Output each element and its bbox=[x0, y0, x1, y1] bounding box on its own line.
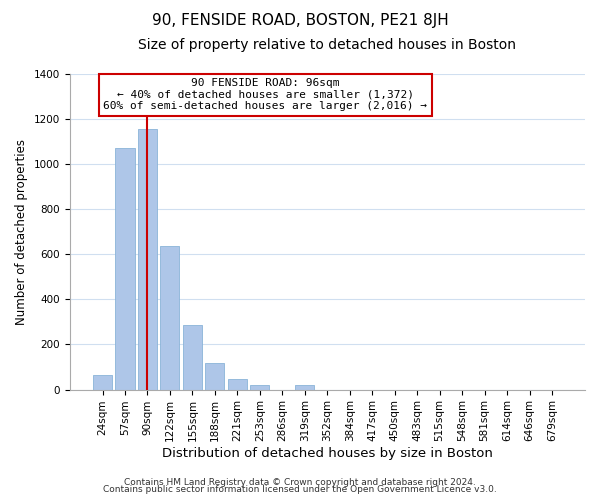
Text: 90 FENSIDE ROAD: 96sqm
← 40% of detached houses are smaller (1,372)
60% of semi-: 90 FENSIDE ROAD: 96sqm ← 40% of detached… bbox=[103, 78, 427, 112]
Bar bbox=[160, 246, 179, 390]
Bar bbox=[138, 129, 157, 390]
Y-axis label: Number of detached properties: Number of detached properties bbox=[15, 138, 28, 324]
Bar bbox=[115, 148, 134, 390]
Bar bbox=[228, 379, 247, 390]
Text: Contains public sector information licensed under the Open Government Licence v3: Contains public sector information licen… bbox=[103, 486, 497, 494]
Text: 90, FENSIDE ROAD, BOSTON, PE21 8JH: 90, FENSIDE ROAD, BOSTON, PE21 8JH bbox=[152, 12, 448, 28]
Bar bbox=[183, 325, 202, 390]
Text: Contains HM Land Registry data © Crown copyright and database right 2024.: Contains HM Land Registry data © Crown c… bbox=[124, 478, 476, 487]
X-axis label: Distribution of detached houses by size in Boston: Distribution of detached houses by size … bbox=[162, 447, 493, 460]
Bar bbox=[205, 362, 224, 390]
Bar bbox=[295, 384, 314, 390]
Title: Size of property relative to detached houses in Boston: Size of property relative to detached ho… bbox=[138, 38, 516, 52]
Bar bbox=[250, 385, 269, 390]
Bar bbox=[93, 375, 112, 390]
